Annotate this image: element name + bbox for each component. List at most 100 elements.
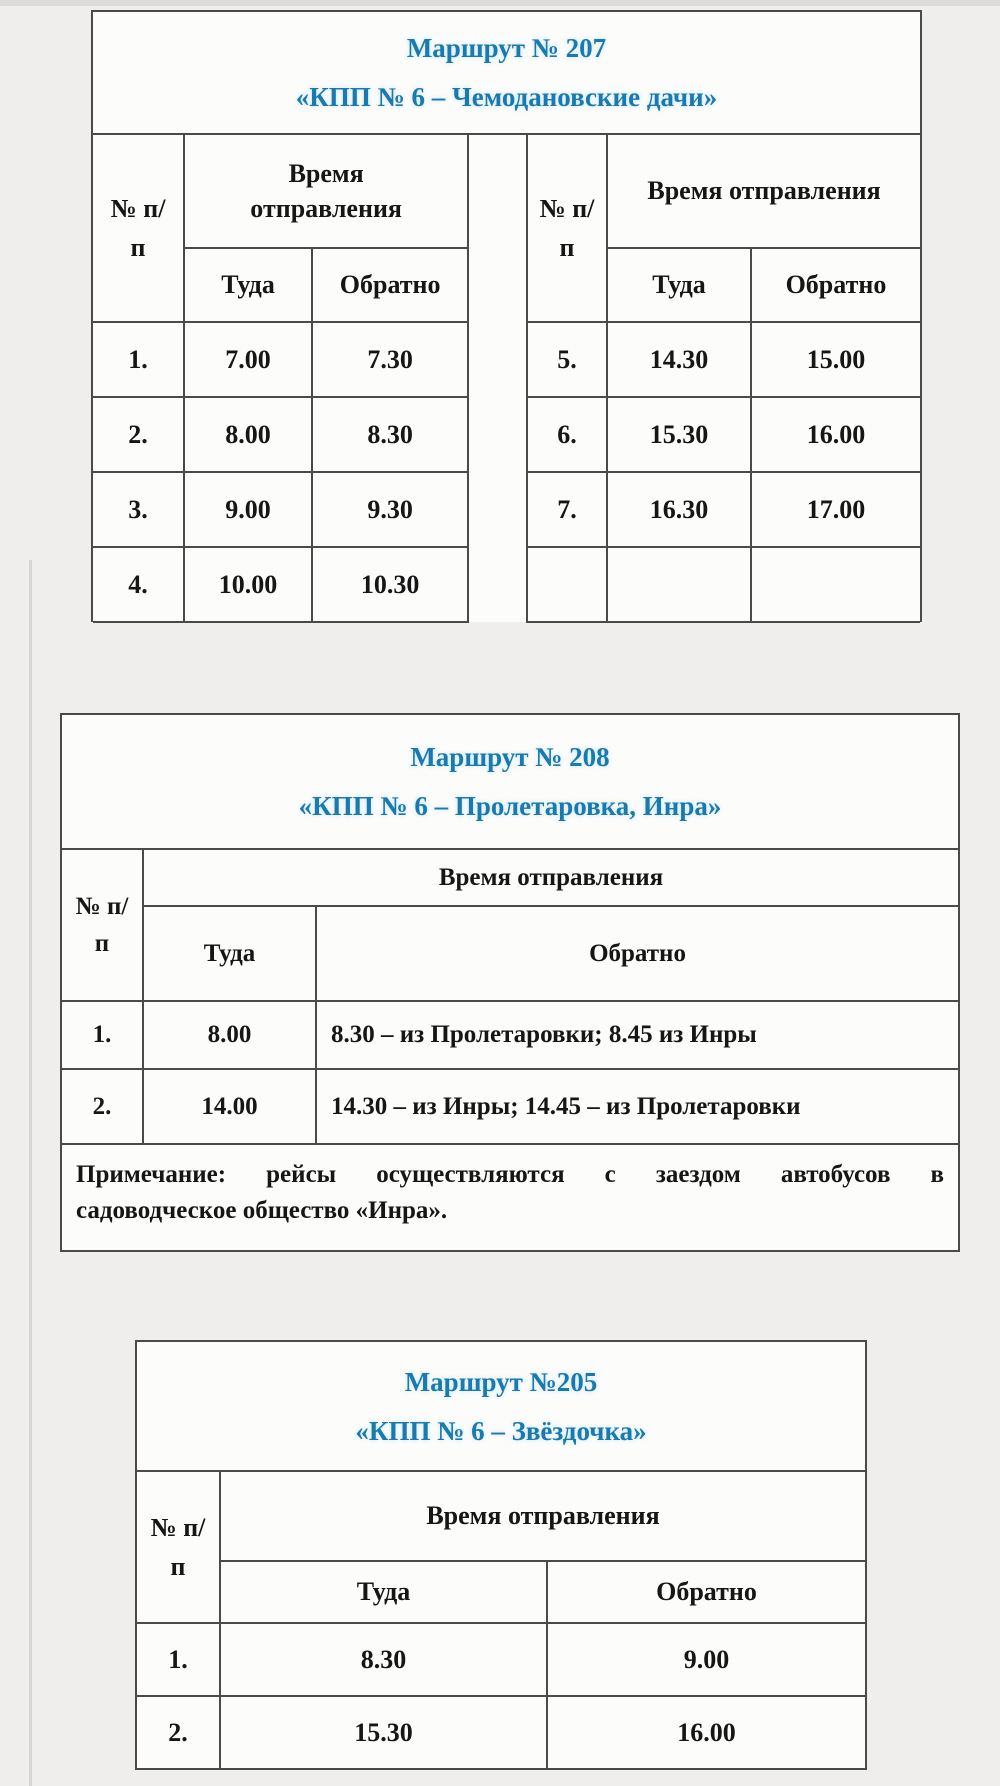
col-header-number: № п/ п (60, 848, 144, 1002)
header-row: Туда Обратно (136, 1560, 868, 1624)
return-time-cell: 16.00 (545, 1695, 868, 1770)
col-header-number: № п/ п (93, 135, 186, 323)
col-header-departure-time: Время отправления (141, 848, 961, 907)
depart-time-cell (606, 547, 751, 623)
return-time-cell: 7.30 (312, 322, 470, 398)
row-number-cell: 2. (93, 397, 186, 473)
route-208-title-cell: Маршрут № 208 «КПП № 6 – Пролетаровка, И… (59, 713, 961, 850)
header-row: № п/ п Время отправления (135, 1470, 868, 1624)
route-207-left-subtable: № п/ п Время отправления Туда Обратно 1.… (93, 135, 470, 623)
col-header-outbound: Туда (142, 905, 317, 1002)
col-header-departure-time: Время отправления (218, 1470, 868, 1562)
row-number-cell: 1. (60, 1000, 144, 1070)
header-row: Маршрут № 208 «КПП № 6 – Пролетаровка, И… (59, 713, 961, 850)
col-header-return: Обратно (545, 1560, 868, 1624)
header-row: Маршрут №205 «КПП № 6 – Звёздочка» (134, 1340, 868, 1472)
return-time-cell: 10.30 (312, 547, 470, 623)
return-time-cell: 9.30 (312, 472, 470, 548)
route-208-title: Маршрут № 208 «КПП № 6 – Пролетаровка, И… (63, 741, 957, 822)
return-time-cell: 17.00 (749, 472, 920, 548)
col-header-outbound: Туда (184, 248, 314, 323)
return-time-cell: 14.30 – из Инры; 14.45 – из Пролетаровки (314, 1068, 961, 1145)
col-header-outbound: Туда (219, 1560, 548, 1624)
return-time-cell: 15.00 (749, 322, 920, 398)
depart-time-cell: 10.00 (184, 547, 314, 623)
route-208-title-line2: «КПП № 6 – Пролетаровка, Инра» (298, 791, 722, 821)
note-row: Примечание: рейсы осуществляются с заезд… (59, 1143, 961, 1252)
row-number-cell: 5. (525, 322, 608, 398)
route-205-grid: Маршрут №205 «КПП № 6 – Звёздочка» № п/ … (134, 1340, 868, 1770)
header-row: № п/ п Время отправления (60, 848, 961, 1002)
depart-time-cell: 8.00 (184, 397, 314, 473)
col-header-departure-time: Время отправления (606, 135, 920, 249)
depart-time-cell: 8.00 (142, 1000, 317, 1070)
route-205-title: Маршрут №205 «КПП № 6 – Звёздочка» (138, 1366, 864, 1447)
row-number-cell: 2. (60, 1068, 144, 1145)
col-header-return: Обратно (312, 248, 470, 323)
depart-time-cell: 15.30 (219, 1695, 548, 1770)
depart-time-cell: 15.30 (606, 397, 751, 473)
return-time-cell: 8.30 – из Пролетаровки; 8.45 из Инры (314, 1000, 961, 1070)
route-207-title-line1: Маршрут № 207 (406, 33, 607, 63)
row-number-cell: 1. (135, 1622, 221, 1697)
table-row: 1. 7.00 7.30 (93, 322, 470, 398)
depart-time-cell: 8.30 (219, 1622, 548, 1697)
route-207-right-subtable: № п/ п Время отправления Туда Обратно 5.… (525, 135, 920, 623)
row-number-cell: 4. (93, 547, 186, 623)
route-208-title-line1: Маршрут № 208 (410, 742, 610, 772)
row-number-cell (525, 547, 608, 623)
route-207-title: Маршрут № 207 «КПП № 6 – Чемодановские д… (93, 12, 920, 135)
depart-time-cell: 7.00 (184, 322, 314, 398)
return-time-cell: 8.30 (312, 397, 470, 473)
route-205-table: Маршрут №205 «КПП № 6 – Звёздочка» № п/ … (134, 1340, 868, 1770)
table-row (525, 547, 920, 623)
route-207-body: № п/ п Время отправления Туда Обратно 1.… (93, 135, 920, 623)
depart-time-cell: 14.00 (142, 1068, 317, 1145)
depart-time-cell: 14.30 (606, 322, 751, 398)
header-row: Туда Обратно (93, 248, 470, 323)
return-time-cell: 9.00 (545, 1622, 868, 1697)
depart-time-cell: 16.30 (606, 472, 751, 548)
route-208-table: Маршрут № 208 «КПП № 6 – Пролетаровка, И… (59, 713, 961, 1252)
note-line1: Примечание: рейсы осуществляются с заезд… (76, 1161, 945, 1188)
route-205-title-line1: Маршрут №205 (404, 1366, 598, 1397)
table-row: 2. 14.00 14.30 – из Инры; 14.45 – из Про… (60, 1068, 961, 1145)
return-time-cell (749, 547, 920, 623)
header-row: № п/ п Время отправления (93, 135, 470, 323)
subtable-spacer (469, 135, 526, 622)
col-header-number: № п/ п (135, 1470, 221, 1624)
header-row: Туда Обратно (527, 248, 920, 323)
table-row: 2. 8.00 8.30 (93, 397, 470, 473)
col-header-departure-time: Время отправления (184, 135, 470, 249)
table-row: 7. 16.30 17.00 (525, 472, 920, 548)
route-205-title-cell: Маршрут №205 «КПП № 6 – Звёздочка» (134, 1340, 868, 1472)
table-row: 4. 10.00 10.30 (93, 547, 470, 623)
header-row: Туда Обратно (61, 905, 961, 1002)
table-row: 6. 15.30 16.00 (525, 397, 920, 473)
return-time-cell: 16.00 (749, 397, 920, 473)
table-row: 1. 8.00 8.30 – из Пролетаровки; 8.45 из … (60, 1000, 961, 1070)
row-number-cell: 2. (135, 1695, 221, 1770)
route-207-title-line2: «КПП № 6 – Чемодановские дачи» (295, 82, 718, 112)
table-row: 3. 9.00 9.30 (93, 472, 470, 548)
note-line2: садоводческое общество «Инра». (76, 1197, 448, 1224)
route-208-grid: Маршрут № 208 «КПП № 6 – Пролетаровка, И… (59, 713, 961, 1252)
table-row: 2. 15.30 16.00 (135, 1695, 868, 1770)
route-207-table: Маршрут № 207 «КПП № 6 – Чемодановские д… (91, 10, 922, 623)
route-205-title-line2: «КПП № 6 – Звёздочка» (355, 1415, 647, 1446)
row-number-cell: 6. (525, 397, 608, 473)
page-edge-shadow (29, 560, 32, 1786)
route-208-note: Примечание: рейсы осуществляются с заезд… (59, 1143, 961, 1252)
header-row: № п/ п Время отправления (525, 135, 920, 323)
col-header-return: Обратно (749, 248, 920, 323)
row-number-cell: 7. (525, 472, 608, 548)
row-number-cell: 1. (93, 322, 186, 398)
col-header-outbound: Туда (606, 248, 751, 323)
row-number-cell: 3. (93, 472, 186, 548)
page-top-shadow (0, 0, 1000, 6)
col-header-number: № п/ п (525, 135, 608, 323)
col-header-return: Обратно (314, 905, 961, 1002)
table-row: 1. 8.30 9.00 (135, 1622, 868, 1697)
table-row: 5. 14.30 15.00 (525, 322, 920, 398)
